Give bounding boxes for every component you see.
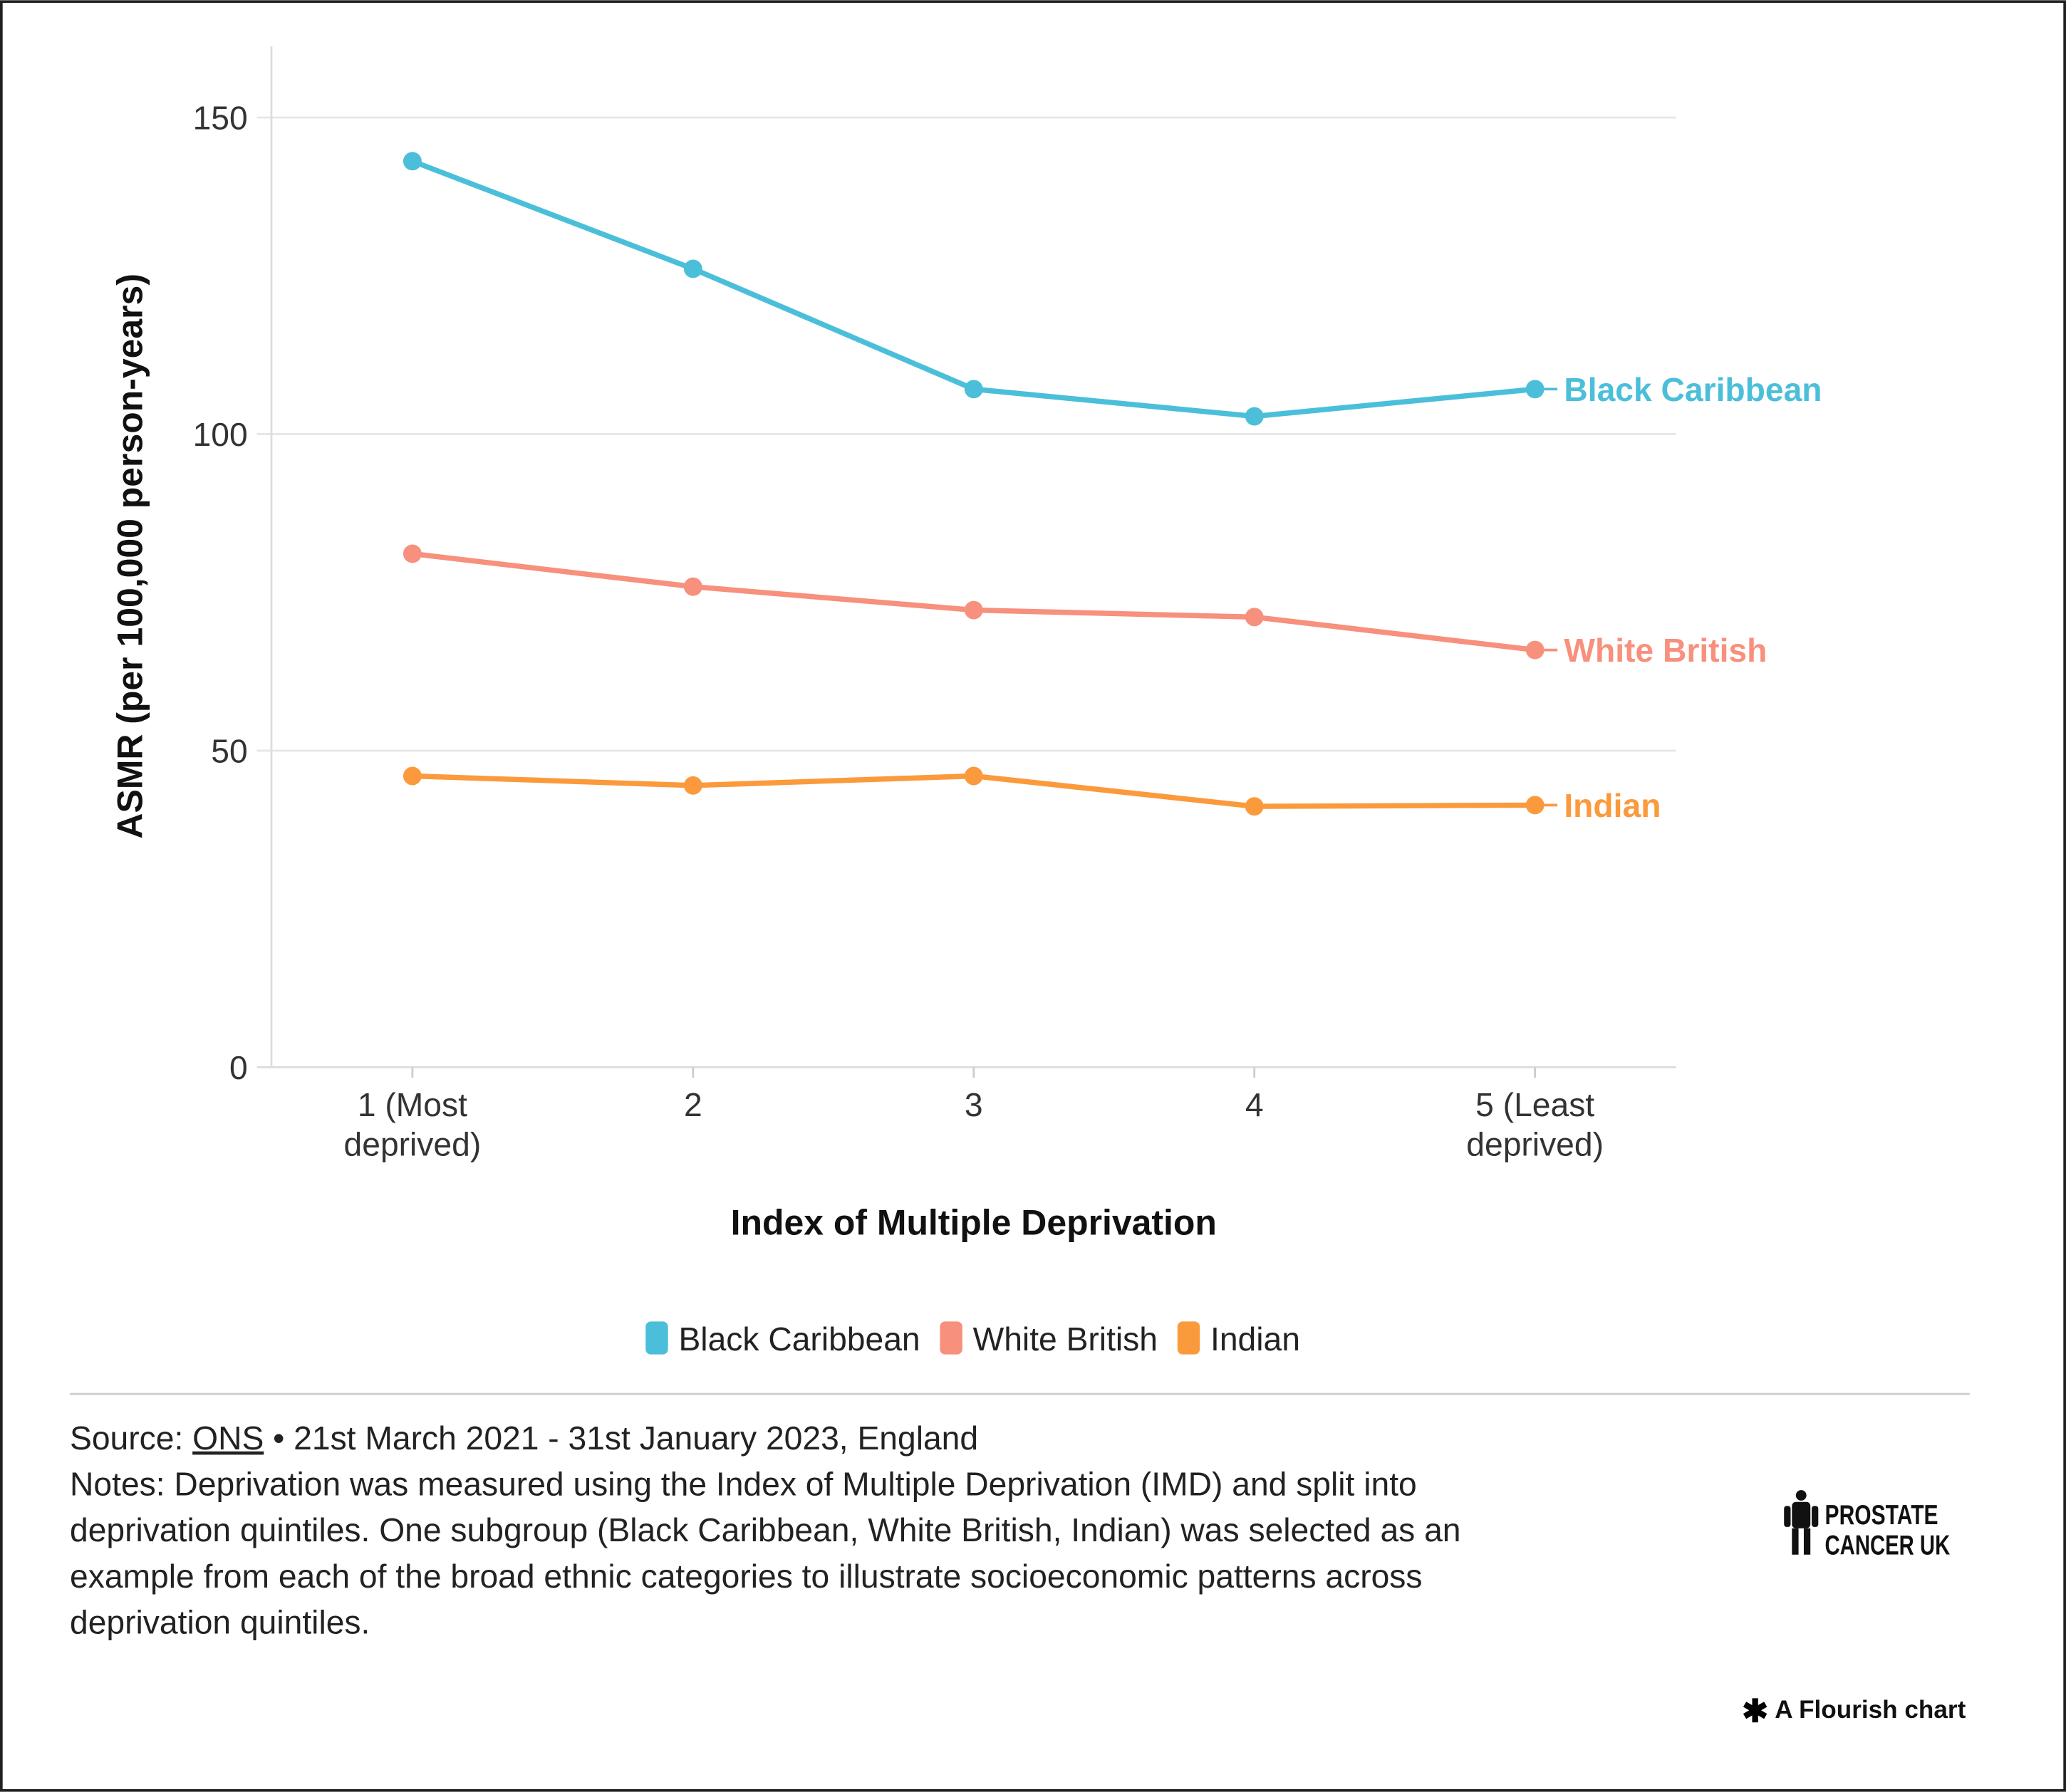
- legend-label: Black Caribbean: [678, 1320, 920, 1358]
- source-line: Source: ONS • 21st March 2021 - 31st Jan…: [70, 1419, 978, 1457]
- legend-label: White British: [973, 1320, 1158, 1358]
- data-point: [683, 577, 702, 596]
- notes-line: deprivation quintiles. One subgroup (Bla…: [70, 1511, 1461, 1548]
- legend-label: Indian: [1210, 1320, 1300, 1358]
- data-point: [1525, 640, 1545, 660]
- x-tick-label: 3: [965, 1086, 983, 1123]
- series-end-label: Indian: [1564, 787, 1661, 824]
- source-suffix: • 21st March 2021 - 31st January 2023, E…: [264, 1419, 978, 1457]
- data-point: [403, 766, 422, 786]
- data-point: [683, 259, 702, 278]
- person-icon: [1784, 1490, 1819, 1555]
- data-point: [403, 544, 422, 563]
- flourish-credit-text: A Flourish chart: [1775, 1696, 1966, 1724]
- notes-line: deprivation quintiles.: [70, 1604, 370, 1641]
- source-prefix: Source:: [70, 1419, 192, 1457]
- x-tick-label: deprived): [1466, 1125, 1604, 1162]
- x-tick-label: 4: [1245, 1086, 1264, 1123]
- data-point: [964, 380, 983, 399]
- series-group: Black Caribbean White British Indian: [403, 152, 1822, 824]
- x-tick-label: deprived): [344, 1125, 482, 1162]
- series-end-label: White British: [1564, 632, 1767, 669]
- data-point: [1245, 608, 1264, 627]
- data-point: [1525, 796, 1545, 815]
- source-link[interactable]: ONS: [192, 1419, 264, 1457]
- series-indian: Indian: [403, 766, 1661, 824]
- data-point: [403, 152, 422, 171]
- legend-swatch: [940, 1321, 962, 1355]
- gridlines: [256, 116, 1676, 1068]
- y-tick-label: 50: [211, 733, 247, 770]
- legend-swatch: [1177, 1321, 1200, 1355]
- legend-item[interactable]: White British: [940, 1320, 1158, 1358]
- logo-text: PROSTATE: [1825, 1500, 1938, 1531]
- logo-text: CANCER UK: [1825, 1531, 1951, 1561]
- y-ticks: 0 50 100 150: [193, 100, 248, 1086]
- data-point: [683, 776, 702, 795]
- y-tick-label: 100: [193, 416, 248, 453]
- series-end-label: Black Caribbean: [1564, 371, 1822, 408]
- series-white-british: White British: [403, 544, 1767, 669]
- legend: Black Caribbean White British Indian: [645, 1320, 1300, 1358]
- data-point: [1525, 380, 1545, 399]
- legend-swatch: [645, 1321, 668, 1355]
- notes-line: Notes: Deprivation was measured using th…: [70, 1466, 1417, 1503]
- y-axis-label: ASMR (per 100,000 person-years): [110, 274, 150, 839]
- x-tick-label: 5 (Least: [1475, 1086, 1594, 1123]
- flourish-credit-link[interactable]: ✱ A Flourish chart: [1742, 1694, 1966, 1729]
- series-black-caribbean: Black Caribbean: [403, 152, 1822, 426]
- x-axis-label: Index of Multiple Deprivation: [731, 1202, 1217, 1242]
- x-tick-label: 2: [684, 1086, 702, 1123]
- prostate-cancer-uk-logo: PROSTATE CANCER UK: [1784, 1490, 1950, 1561]
- legend-item[interactable]: Indian: [1177, 1320, 1300, 1358]
- legend-item[interactable]: Black Caribbean: [645, 1320, 920, 1358]
- data-point: [1245, 407, 1264, 426]
- data-point: [1245, 797, 1264, 816]
- notes-line: example from each of the broad ethnic ca…: [70, 1558, 1423, 1595]
- data-point: [964, 600, 983, 620]
- y-tick-label: 150: [193, 100, 248, 137]
- y-tick-label: 0: [229, 1049, 248, 1086]
- flourish-asterisk-icon: ✱: [1742, 1694, 1768, 1729]
- data-point: [964, 766, 983, 786]
- x-tick-label: 1 (Most: [358, 1086, 467, 1123]
